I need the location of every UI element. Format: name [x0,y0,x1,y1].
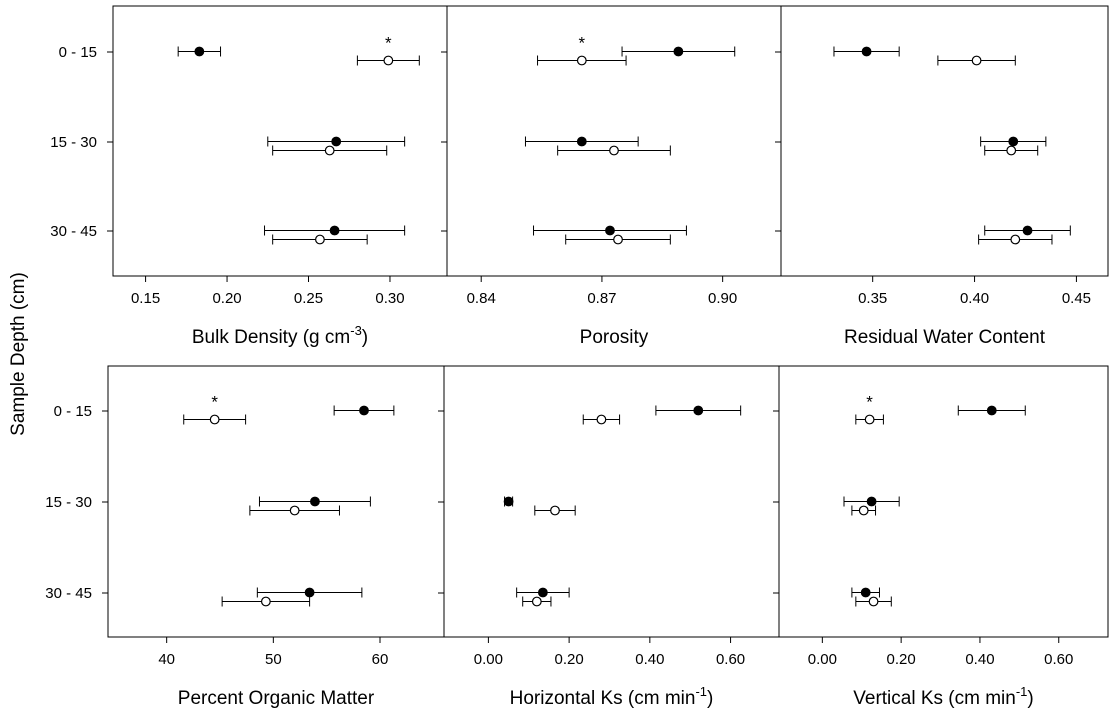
x-tick-label: 0.20 [887,651,916,668]
data-point-open [596,414,607,425]
x-tick-label: 0.40 [965,651,994,668]
data-point-open [260,596,271,607]
panel-6: 0.00 0.20 0.40 0.60 Vertical Ks (cm min-1) * [773,365,1109,709]
data-point-filled [310,496,320,507]
x-tick-label: 0.87 [587,290,616,307]
data-point-open [868,596,879,607]
data-point-open [1006,145,1017,156]
panel-frame [443,365,780,638]
data-point-filled [359,405,369,416]
data-point-open [609,145,619,156]
y-tick-label: 0 - 15 [59,44,97,61]
data-point-open [383,55,394,66]
data-point-filled [1022,225,1033,236]
data-point-open [324,145,335,156]
x-tick-label: 0.60 [716,651,745,668]
y-tick-label: 0 - 15 [54,403,92,420]
x-axis-label: Vertical Ks (cm min-1) [853,684,1033,709]
data-point-open [971,55,982,66]
data-point-open [550,505,560,516]
data-point-filled [860,587,871,598]
x-tick-label: 0.84 [467,290,496,307]
x-tick-label: 0.15 [131,290,160,307]
data-point-open [1010,234,1021,245]
data-point-open [858,505,869,516]
x-tick-label: 0.40 [960,290,989,307]
x-tick-label: 0.20 [212,290,241,307]
data-point-open [613,234,623,245]
significance-marker: * [578,34,585,53]
x-tick-label: 60 [372,651,389,668]
x-tick-label: 0.40 [635,651,664,668]
data-point-filled [861,46,872,57]
y-tick-label: 30 - 45 [45,585,92,602]
data-point-filled [986,405,997,416]
y-tick-label: 15 - 30 [45,494,92,511]
x-tick-label: 40 [158,651,175,668]
y-tick-label: 15 - 30 [50,134,97,151]
panel-2: 0.84 0.87 0.90 Porosity * [441,5,782,348]
data-point-filled [866,496,877,507]
data-point-filled [693,405,704,416]
x-axis-label: Percent Organic Matter [178,688,375,709]
shared-y-axis-label: Sample Depth (cm) [8,272,29,436]
panel-frame [780,5,1109,277]
significance-marker: * [385,34,392,53]
y-tick-label: 30 - 45 [50,223,97,240]
data-point-filled [331,136,342,147]
panel-4: 40 50 60 0 - 15 15 - 30 30 - 45 Percent Organi… [45,365,445,709]
x-tick-label: 0.35 [858,290,887,307]
data-point-filled [576,136,587,147]
panel-3: 0.35 0.40 0.45 Residual Water Content [775,5,1109,348]
data-point-open [289,505,300,516]
x-axis-label: Porosity [580,327,649,348]
data-point-filled [304,587,315,598]
data-point-filled [503,496,514,507]
x-tick-label: 0.90 [708,290,737,307]
data-point-open [576,55,587,66]
x-tick-label: 0.60 [1044,651,1073,668]
x-tick-label: 0.30 [375,290,404,307]
data-point-filled [673,46,684,57]
data-point-filled [194,46,205,57]
data-point-filled [537,587,548,598]
data-point-open [209,414,220,425]
data-point-filled [1008,136,1019,147]
panel-1: 0.15 0.20 0.25 0.30 0 - 15 15 - 30 30 - 45 Bulk… [50,5,448,348]
data-point-filled [329,225,340,236]
x-tick-label: 0.00 [808,651,837,668]
x-axis-label: Bulk Density (g cm-3) [192,323,368,348]
x-tick-label: 0.25 [294,290,323,307]
significance-marker: * [211,393,218,412]
data-point-open [864,414,875,425]
data-point-filled [605,225,615,236]
x-axis-label: Residual Water Content [844,327,1046,348]
panel-frame [778,365,1109,638]
data-point-open [531,596,542,607]
x-tick-label: 0.00 [474,651,503,668]
significance-marker: * [866,393,873,412]
x-tick-label: 50 [265,651,282,668]
x-tick-label: 0.20 [555,651,584,668]
x-tick-label: 0.45 [1062,290,1091,307]
data-point-open [315,234,325,245]
x-axis-label: Horizontal Ks (cm min-1) [510,684,714,709]
